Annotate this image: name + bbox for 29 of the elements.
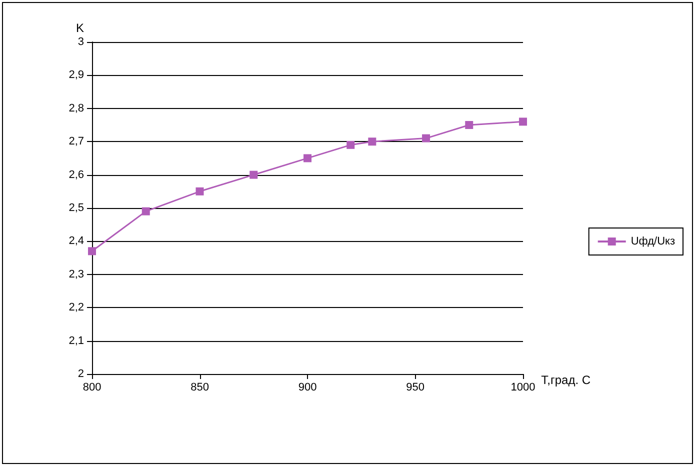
- y-tick-label: 2,8: [68, 102, 84, 114]
- y-tick-label: 2,6: [68, 168, 84, 181]
- y-tick-label: 2,2: [68, 302, 84, 314]
- point: [368, 138, 376, 146]
- point: [422, 134, 430, 142]
- y-tick-label: 2,3: [68, 268, 84, 280]
- point: [346, 140, 355, 149]
- y-tick-label: 2,1: [68, 334, 84, 347]
- point: [88, 247, 96, 256]
- x-tick-label: 1000: [510, 382, 536, 394]
- y-tick-label: 2,4: [68, 235, 84, 248]
- y-tick-label: 2,5: [68, 202, 84, 214]
- point: [196, 187, 204, 196]
- y-axis-title: K: [76, 21, 84, 35]
- x-tick-label: 850: [190, 382, 209, 394]
- point: [304, 154, 312, 162]
- x-tick-label: 950: [406, 382, 424, 394]
- point: [250, 170, 258, 179]
- point: [465, 121, 474, 129]
- y-tick-label: 2: [78, 368, 84, 380]
- y-tick-label: 3: [78, 36, 84, 48]
- point: [142, 207, 150, 216]
- y-tick-label: 2,7: [68, 136, 84, 148]
- legend-label: Uфд/Uкз: [630, 236, 676, 248]
- x-tick-label: 800: [82, 382, 102, 394]
- x-axis-title: T,град. C: [541, 373, 591, 387]
- x-tick-label: 900: [298, 382, 317, 394]
- point: [519, 118, 527, 126]
- y-tick-label: 2,9: [68, 69, 84, 82]
